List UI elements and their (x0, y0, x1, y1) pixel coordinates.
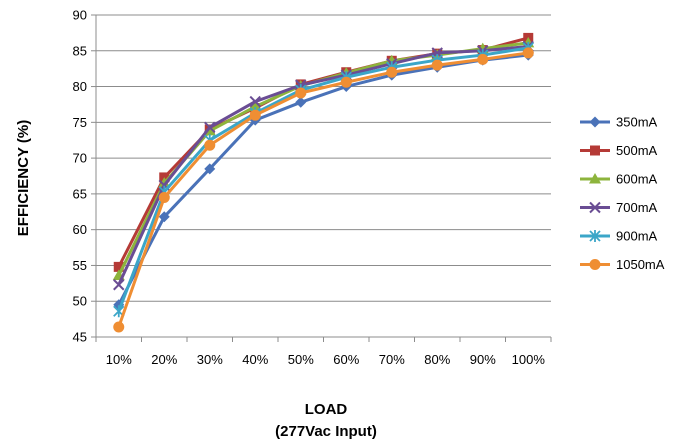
data-point (522, 47, 534, 59)
legend-item: 350mA (580, 115, 658, 130)
legend-marker (589, 173, 601, 184)
data-point (431, 59, 443, 71)
x-tick-label: 90% (470, 352, 496, 367)
series-layer (112, 32, 535, 333)
data-point (113, 261, 124, 272)
legend-item: 600mA (580, 172, 658, 187)
y-tick-label: 55 (73, 258, 87, 273)
data-point (340, 76, 352, 88)
data-point (249, 95, 261, 108)
x-axis-title: LOAD (305, 401, 348, 418)
series-line (117, 44, 529, 286)
data-point (386, 66, 398, 78)
legend-label: 500mA (616, 143, 658, 158)
data-point (295, 96, 307, 108)
data-point (158, 177, 171, 188)
y-tick-label: 45 (73, 330, 87, 345)
legend-marker (589, 201, 601, 214)
x-axis-subtitle: (277Vac Input) (275, 423, 377, 440)
data-point (113, 279, 125, 291)
legend-item: 500mA (580, 143, 658, 158)
y-tick-label: 90 (73, 8, 87, 23)
legend-label: 350mA (616, 115, 658, 130)
grid-layer (96, 14, 551, 338)
legend-marker (589, 230, 601, 242)
y-tick-label: 75 (73, 115, 87, 130)
data-point (204, 163, 216, 175)
legend-label: 900mA (616, 229, 658, 244)
legend-label: 600mA (616, 172, 658, 187)
x-tick-label: 30% (197, 352, 223, 367)
x-tick-label: 40% (242, 352, 268, 367)
x-tick-label: 70% (379, 352, 405, 367)
y-tick-label: 65 (73, 186, 87, 201)
legend-marker (590, 145, 600, 156)
x-tick-label: 20% (151, 352, 177, 367)
data-point (249, 109, 261, 121)
data-point (158, 191, 170, 203)
data-point (113, 321, 125, 333)
y-tick-label: 80 (73, 79, 87, 94)
series-500mA (113, 32, 534, 272)
x-tick-label: 10% (106, 352, 132, 367)
data-point (158, 211, 170, 223)
series-900mA (113, 41, 534, 318)
legend-item: 900mA (580, 229, 658, 244)
legend-item: 1050mA (580, 257, 665, 272)
series-line (117, 46, 529, 312)
data-point (295, 87, 307, 99)
x-tick-label: 80% (424, 352, 450, 367)
legend-label: 1050mA (616, 257, 665, 272)
x-tick-label: 100% (512, 352, 546, 367)
y-tick-label: 60 (73, 222, 87, 237)
data-point (477, 53, 489, 65)
x-tick-label: 50% (288, 352, 314, 367)
data-point (249, 100, 262, 112)
series-line (117, 51, 529, 328)
series-1050mA (113, 47, 534, 333)
data-point (204, 121, 216, 134)
legend-marker (589, 116, 601, 128)
legend-label: 700mA (616, 200, 658, 215)
y-tick-label: 85 (73, 43, 87, 58)
y-axis-title: EFFICIENCY (%) (15, 120, 32, 236)
data-point (204, 139, 216, 151)
x-tick-label: 60% (333, 352, 359, 367)
axis-layer: 45 50 55 60 65 70 75 80 85 90 10% 20% 30% 40% 50% 60% 70… (73, 8, 552, 367)
legend-item: 700mA (580, 200, 658, 215)
series-line (117, 36, 529, 268)
y-tick-label: 70 (73, 151, 87, 166)
legend-marker (589, 259, 601, 270)
y-tick-label: 50 (73, 294, 87, 309)
legend: 350mA 500mA 600mA 700mA 900mA 1050mA (580, 115, 665, 272)
